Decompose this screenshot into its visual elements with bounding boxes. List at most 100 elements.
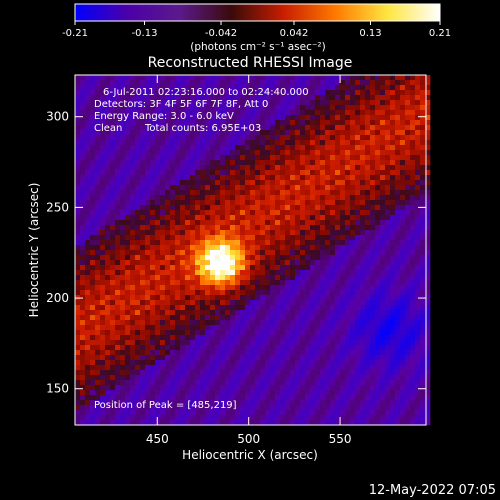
heatmap-cell — [120, 85, 126, 91]
heatmap-cell — [305, 145, 311, 151]
heatmap-cell — [155, 195, 161, 201]
heatmap-cell — [370, 350, 376, 356]
heatmap-cell — [340, 230, 346, 236]
heatmap-cell — [90, 135, 96, 141]
heatmap-cell — [80, 190, 86, 196]
heatmap-cell — [375, 185, 381, 191]
heatmap-cell — [315, 125, 321, 131]
heatmap-cell — [385, 210, 391, 216]
heatmap-cell — [390, 115, 396, 121]
heatmap-cell — [145, 210, 151, 216]
heatmap-cell — [215, 110, 221, 116]
heatmap-cell — [380, 205, 386, 211]
heatmap-cell — [210, 370, 216, 376]
heatmap-cell — [340, 370, 346, 376]
heatmap-cell — [355, 105, 361, 111]
heatmap-cell — [145, 260, 151, 266]
heatmap-cell — [355, 190, 361, 196]
heatmap-cell — [230, 355, 236, 361]
heatmap-cell — [215, 140, 221, 146]
heatmap-cell — [335, 300, 341, 306]
heatmap-cell — [265, 115, 271, 121]
heatmap-cell — [80, 250, 86, 256]
heatmap-cell — [380, 295, 386, 301]
heatmap-cell — [410, 300, 416, 306]
heatmap-cell — [95, 165, 101, 171]
heatmap-cell — [260, 230, 266, 236]
heatmap-cell — [245, 80, 251, 86]
heatmap-cell — [345, 275, 351, 281]
heatmap-cell — [120, 230, 126, 236]
heatmap-cell — [395, 95, 401, 101]
heatmap-cell — [305, 345, 311, 351]
heatmap-cell — [100, 405, 106, 411]
heatmap-cell — [175, 405, 181, 411]
heatmap-cell — [365, 150, 371, 156]
heatmap-cell — [250, 80, 256, 86]
heatmap-cell — [325, 280, 331, 286]
heatmap-cell — [315, 315, 321, 321]
heatmap-cell — [375, 255, 381, 261]
heatmap-cell — [105, 385, 111, 391]
heatmap-cell — [310, 140, 316, 146]
heatmap-cell — [115, 365, 121, 371]
heatmap-cell — [245, 270, 251, 276]
heatmap-cell — [285, 330, 291, 336]
heatmap-cell — [85, 225, 91, 231]
heatmap-cell — [390, 95, 396, 101]
heatmap-cell — [180, 290, 186, 296]
heatmap-cell — [300, 90, 306, 96]
heatmap-cell — [305, 125, 311, 131]
heatmap-cell — [240, 305, 246, 311]
heatmap-cell — [245, 420, 251, 426]
heatmap-cell — [255, 345, 261, 351]
heatmap-cell — [105, 300, 111, 306]
heatmap-cell — [305, 270, 311, 276]
heatmap-cell — [145, 355, 151, 361]
heatmap-cell — [260, 360, 266, 366]
heatmap-cell — [305, 95, 311, 101]
heatmap-cell — [200, 230, 206, 236]
heatmap-cell — [240, 315, 246, 321]
heatmap-cell — [100, 95, 106, 101]
heatmap-cell — [130, 420, 136, 426]
heatmap-cell — [410, 275, 416, 281]
heatmap-cell — [200, 95, 206, 101]
heatmap-cell — [165, 265, 171, 271]
heatmap-cell — [305, 200, 311, 206]
heatmap-cell — [205, 270, 211, 276]
heatmap-cell — [235, 340, 241, 346]
heatmap-cell — [195, 235, 201, 241]
heatmap-cell — [135, 280, 141, 286]
heatmap-cell — [305, 85, 311, 91]
heatmap-cell — [255, 150, 261, 156]
heatmap-cell — [420, 230, 426, 236]
colorbar-tick-label: -0.042 — [205, 28, 237, 39]
heatmap-cell — [165, 305, 171, 311]
heatmap-cell — [285, 250, 291, 256]
heatmap-cell — [230, 115, 236, 121]
heatmap-cell — [325, 375, 331, 381]
heatmap-cell — [265, 360, 271, 366]
heatmap-cell — [315, 180, 321, 186]
heatmap-cell — [265, 380, 271, 386]
heatmap-cell — [280, 230, 286, 236]
heatmap-cell — [95, 185, 101, 191]
heatmap-cell — [355, 170, 361, 176]
heatmap-cell — [345, 215, 351, 221]
heatmap-cell — [145, 370, 151, 376]
heatmap-cell — [150, 265, 156, 271]
heatmap-cell — [170, 85, 176, 91]
heatmap-cell — [325, 110, 331, 116]
heatmap-cell — [340, 225, 346, 231]
heatmap-cell — [225, 410, 231, 416]
heatmap-cell — [230, 180, 236, 186]
heatmap-cell — [75, 355, 81, 361]
heatmap-cell — [255, 400, 261, 406]
heatmap-cell — [180, 420, 186, 426]
heatmap-cell — [305, 265, 311, 271]
heatmap-cell — [125, 260, 131, 266]
heatmap-cell — [155, 300, 161, 306]
heatmap-cell — [240, 335, 246, 341]
heatmap-cell — [100, 290, 106, 296]
